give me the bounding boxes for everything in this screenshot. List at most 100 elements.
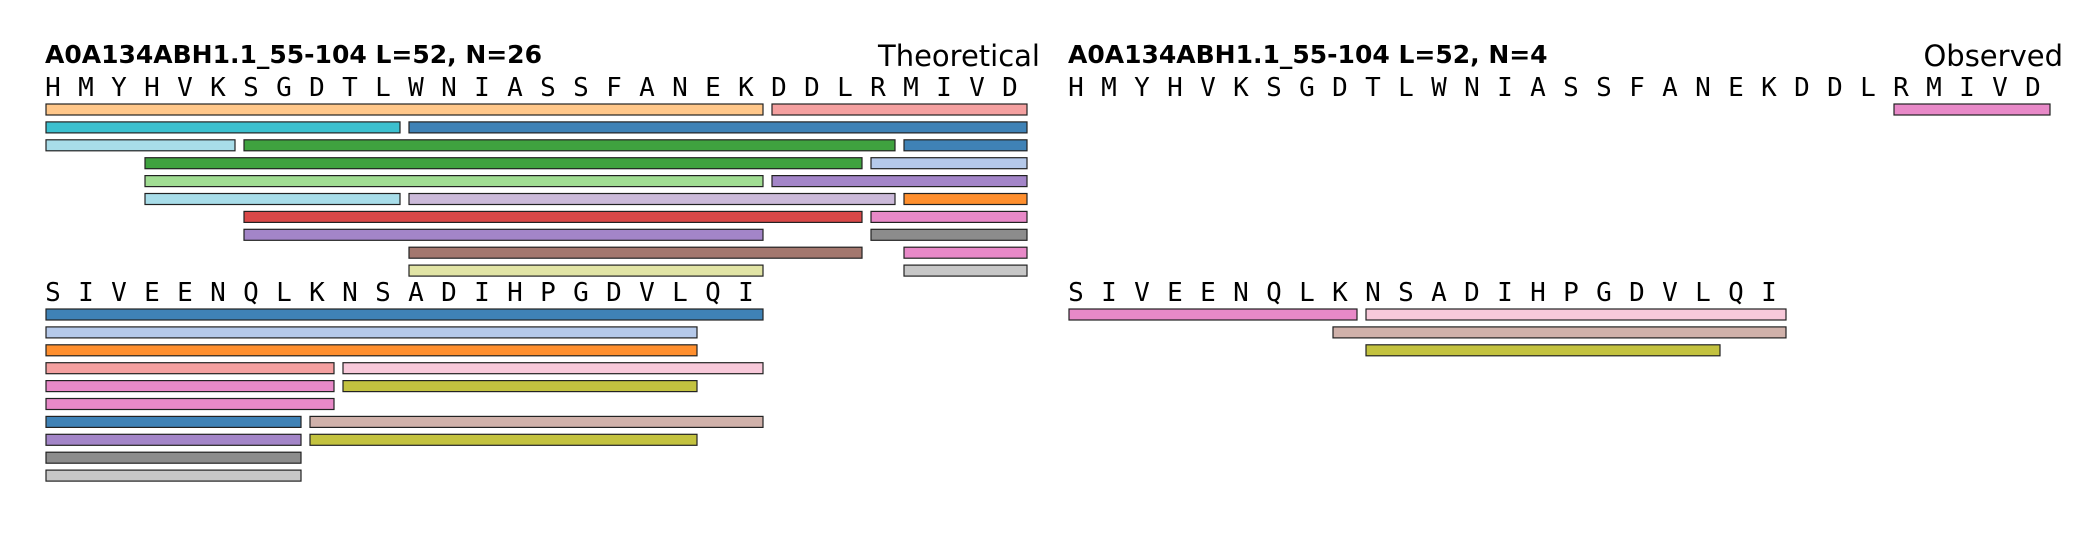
residue-observed-row1-5: N bbox=[1233, 278, 1249, 308]
residue-theoretical-row0-8: D bbox=[309, 73, 325, 103]
peptide-bar-theoretical-row0-19 bbox=[903, 246, 1028, 259]
peptide-bar-theoretical-row0-9 bbox=[144, 175, 764, 188]
residue-observed-row1-6: Q bbox=[1266, 278, 1282, 308]
peptide-bar-theoretical-row1-7 bbox=[45, 397, 335, 411]
residue-observed-row1-7: L bbox=[1299, 278, 1315, 308]
residue-theoretical-row1-13: I bbox=[474, 278, 490, 308]
residue-observed-row0-2: Y bbox=[1134, 73, 1150, 103]
peptide-bar-theoretical-row0-11 bbox=[144, 192, 401, 206]
residue-theoretical-row0-27: I bbox=[936, 73, 952, 103]
residue-observed-row0-14: A bbox=[1530, 73, 1546, 103]
residue-observed-row0-3: H bbox=[1167, 73, 1183, 103]
residue-observed-row0-29: D bbox=[2025, 73, 2041, 103]
residue-theoretical-row0-28: V bbox=[969, 73, 985, 103]
residue-observed-row1-20: Q bbox=[1728, 278, 1744, 308]
residue-observed-row0-17: F bbox=[1629, 73, 1645, 103]
peptide-bar-theoretical-row0-5 bbox=[243, 139, 896, 152]
residue-theoretical-row0-9: T bbox=[342, 73, 358, 103]
residue-theoretical-row1-16: G bbox=[573, 278, 589, 308]
residue-observed-row0-16: S bbox=[1596, 73, 1612, 103]
residue-observed-row1-1: I bbox=[1101, 278, 1117, 308]
residue-observed-row1-17: D bbox=[1629, 278, 1645, 308]
peptide-bar-theoretical-row0-10 bbox=[771, 175, 1028, 188]
residue-theoretical-row0-11: W bbox=[408, 73, 424, 103]
residue-theoretical-row0-7: G bbox=[276, 73, 292, 103]
residue-theoretical-row0-10: L bbox=[375, 73, 391, 103]
residue-observed-row0-18: A bbox=[1662, 73, 1678, 103]
residue-observed-row1-10: S bbox=[1398, 278, 1414, 308]
residue-observed-row1-15: P bbox=[1563, 278, 1579, 308]
residue-observed-row0-1: M bbox=[1101, 73, 1117, 103]
peptide-bar-theoretical-row1-11 bbox=[309, 433, 698, 446]
residue-observed-row1-2: V bbox=[1134, 278, 1150, 308]
residue-theoretical-row1-6: Q bbox=[243, 278, 259, 308]
residue-theoretical-row0-2: Y bbox=[111, 73, 127, 103]
residue-theoretical-row1-20: Q bbox=[705, 278, 721, 308]
residue-theoretical-row0-0: H bbox=[45, 73, 61, 103]
peptide-bar-theoretical-row0-20 bbox=[408, 264, 764, 277]
residue-theoretical-row0-29: D bbox=[1002, 73, 1018, 103]
residue-theoretical-row1-18: V bbox=[639, 278, 655, 308]
residue-theoretical-row0-21: K bbox=[738, 73, 754, 103]
residue-theoretical-row1-1: I bbox=[78, 278, 94, 308]
residue-observed-row0-27: I bbox=[1959, 73, 1975, 103]
residue-theoretical-row1-17: D bbox=[606, 278, 622, 308]
residue-observed-row0-25: R bbox=[1893, 73, 1909, 103]
residue-observed-row0-23: D bbox=[1827, 73, 1843, 103]
residue-observed-row1-14: H bbox=[1530, 278, 1546, 308]
peptide-bar-theoretical-row0-13 bbox=[903, 192, 1028, 206]
residue-observed-row0-6: S bbox=[1266, 73, 1282, 103]
residue-theoretical-row1-15: P bbox=[540, 278, 556, 308]
residue-theoretical-row0-6: S bbox=[243, 73, 259, 103]
residue-theoretical-row0-1: M bbox=[78, 73, 94, 103]
residue-observed-row0-9: T bbox=[1365, 73, 1381, 103]
observed-panel-title: A0A134ABH1.1_55-104 L=52, N=4 bbox=[1068, 40, 1548, 69]
residue-observed-row0-21: K bbox=[1761, 73, 1777, 103]
peptide-bar-theoretical-row1-10 bbox=[45, 433, 302, 446]
peptide-bar-theoretical-row1-5 bbox=[45, 380, 335, 393]
residue-theoretical-row0-26: M bbox=[903, 73, 919, 103]
peptide-bar-theoretical-row1-3 bbox=[45, 362, 335, 375]
residue-theoretical-row0-22: D bbox=[771, 73, 787, 103]
peptide-bar-theoretical-row0-14 bbox=[243, 210, 863, 223]
residue-theoretical-row1-12: D bbox=[441, 278, 457, 308]
residue-theoretical-row1-8: K bbox=[309, 278, 325, 308]
residue-theoretical-row0-16: S bbox=[573, 73, 589, 103]
residue-observed-row1-8: K bbox=[1332, 278, 1348, 308]
theoretical-panel-title: A0A134ABH1.1_55-104 L=52, N=26 bbox=[45, 40, 542, 69]
residue-observed-row0-7: G bbox=[1299, 73, 1315, 103]
residue-theoretical-row1-5: N bbox=[210, 278, 226, 308]
residue-theoretical-row0-23: D bbox=[804, 73, 820, 103]
residue-observed-row0-5: K bbox=[1233, 73, 1249, 103]
residue-theoretical-row1-19: L bbox=[672, 278, 688, 308]
peptide-bar-theoretical-row0-21 bbox=[903, 264, 1028, 277]
peptide-bar-observed-row1-1 bbox=[1365, 308, 1787, 321]
residue-observed-row0-19: N bbox=[1695, 73, 1711, 103]
residue-observed-row0-8: D bbox=[1332, 73, 1348, 103]
residue-observed-row1-0: S bbox=[1068, 278, 1084, 308]
residue-observed-row0-11: W bbox=[1431, 73, 1447, 103]
residue-theoretical-row1-4: E bbox=[177, 278, 193, 308]
residue-theoretical-row0-5: K bbox=[210, 73, 226, 103]
residue-observed-row0-24: L bbox=[1860, 73, 1876, 103]
residue-observed-row1-11: A bbox=[1431, 278, 1447, 308]
theoretical-panel-label: Theoretical bbox=[877, 39, 1040, 73]
residue-observed-row1-18: V bbox=[1662, 278, 1678, 308]
residue-observed-row0-20: E bbox=[1728, 73, 1744, 103]
residue-theoretical-row0-14: A bbox=[507, 73, 523, 103]
residue-observed-row0-10: L bbox=[1398, 73, 1414, 103]
peptide-bar-theoretical-row0-6 bbox=[903, 139, 1028, 152]
peptide-bar-observed-row0-0 bbox=[1893, 103, 2051, 116]
peptide-bar-theoretical-row0-3 bbox=[408, 121, 1028, 134]
peptide-bar-theoretical-row0-1 bbox=[771, 103, 1028, 116]
residue-observed-row0-12: N bbox=[1464, 73, 1480, 103]
residue-theoretical-row0-18: A bbox=[639, 73, 655, 103]
residue-theoretical-row0-24: L bbox=[837, 73, 853, 103]
peptide-bar-theoretical-row1-2 bbox=[45, 344, 698, 357]
residue-observed-row0-28: V bbox=[1992, 73, 2008, 103]
peptide-bar-theoretical-row0-4 bbox=[45, 139, 236, 152]
peptide-bar-theoretical-row0-17 bbox=[870, 228, 1028, 241]
residue-observed-row1-16: G bbox=[1596, 278, 1612, 308]
residue-observed-row0-26: M bbox=[1926, 73, 1942, 103]
